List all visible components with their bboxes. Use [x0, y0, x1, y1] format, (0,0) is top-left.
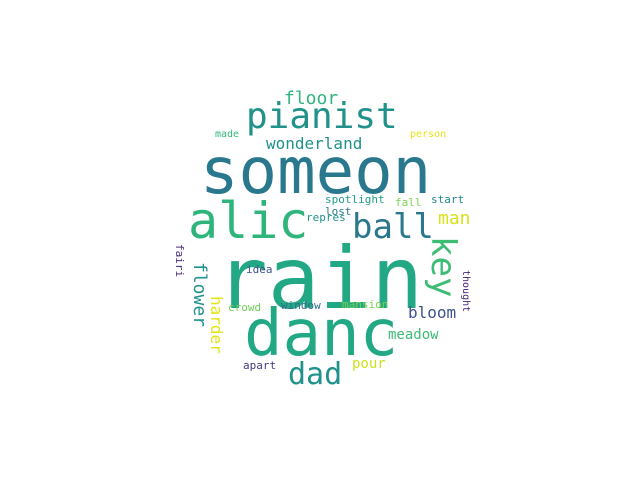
cloud-word-wonderland: wonderland: [266, 134, 363, 153]
cloud-word-crowd: crowd: [228, 301, 262, 314]
cloud-word-bloom: bloom: [408, 303, 457, 322]
cloud-word-meadow: meadow: [388, 327, 439, 343]
cloud-word-man: man: [438, 208, 471, 229]
cloud-word-start: start: [431, 193, 465, 206]
cloud-word-ball: ball: [352, 207, 434, 247]
cloud-word-floor: floor: [284, 88, 339, 109]
cloud-word-mansion: mansion: [342, 298, 389, 311]
cloud-word-made: made: [215, 129, 240, 140]
cloud-word-lost: lost: [325, 205, 352, 218]
cloud-word-fall: fall: [395, 196, 422, 209]
cloud-word-window: window: [281, 299, 321, 312]
cloud-word-pour: pour: [352, 356, 386, 372]
cloud-word-apart: apart: [243, 359, 277, 372]
cloud-word-someon: someon: [200, 135, 432, 209]
cloud-word-dad: dad: [288, 357, 343, 392]
cloud-word-fairi: fairi: [173, 244, 186, 278]
cloud-word-thought: thought: [460, 270, 471, 313]
cloud-word-rain: rain: [216, 229, 424, 329]
cloud-word-flower: flower: [189, 262, 210, 328]
cloud-word-spotlight: spotlight: [325, 193, 385, 206]
cloud-word-pianist: pianist: [246, 96, 398, 137]
cloud-word-key: key: [423, 236, 463, 298]
cloud-word-idea: idea: [246, 263, 273, 276]
cloud-word-alic: alic: [188, 192, 309, 250]
cloud-word-danc: danc: [244, 297, 399, 371]
cloud-word-repres: repres: [306, 211, 346, 224]
cloud-word-harder: harder: [207, 296, 226, 354]
cloud-word-person: person: [410, 129, 447, 140]
